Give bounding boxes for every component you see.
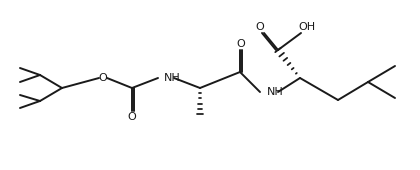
Text: O: O — [128, 112, 136, 122]
Text: O: O — [256, 22, 264, 32]
Text: NH: NH — [164, 73, 181, 83]
Text: O: O — [236, 39, 245, 49]
Text: NH: NH — [267, 87, 284, 97]
Text: O: O — [99, 73, 108, 83]
Text: OH: OH — [299, 22, 315, 32]
